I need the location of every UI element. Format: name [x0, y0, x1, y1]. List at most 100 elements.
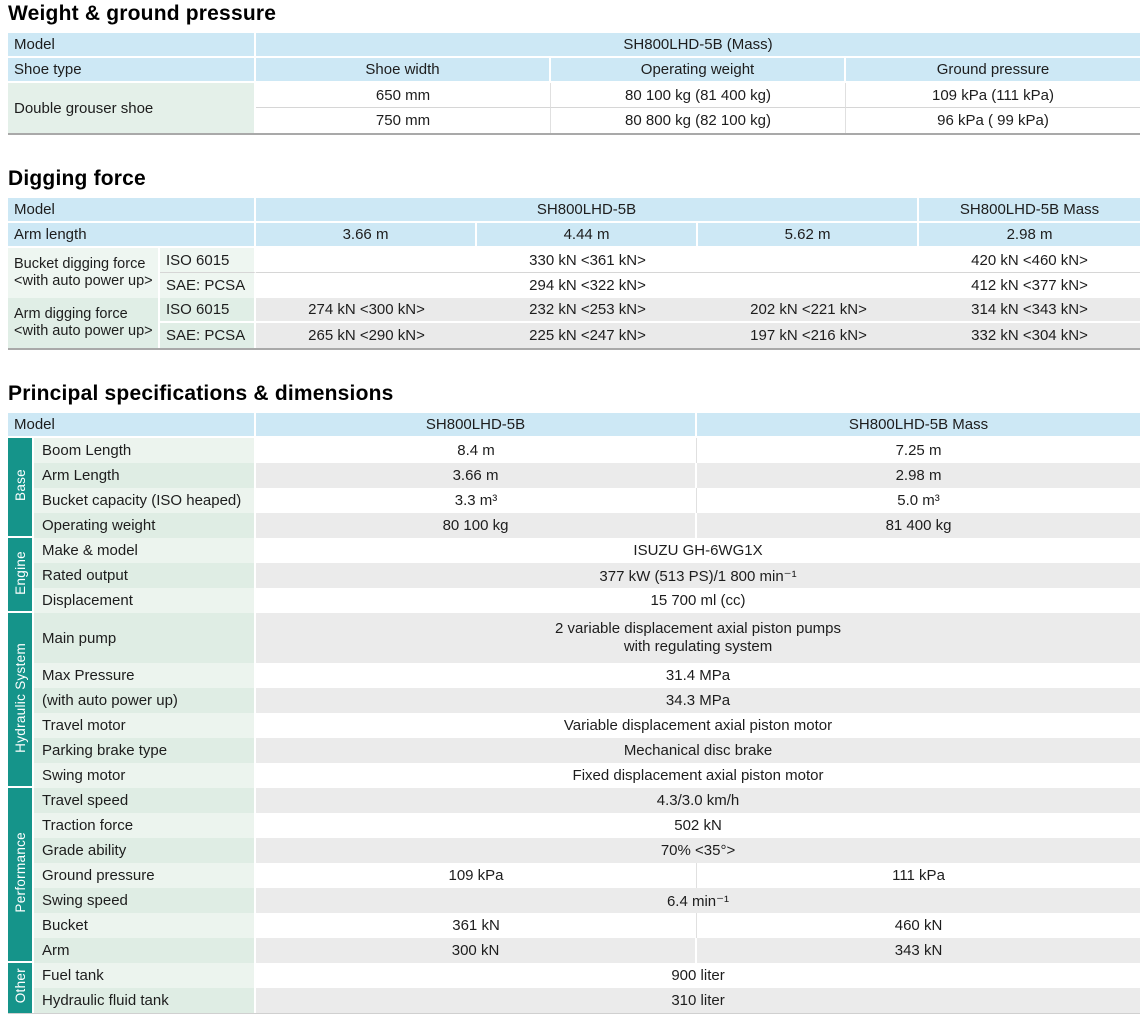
model-standard: SH800LHD-5B: [256, 198, 920, 223]
spec-row: Hydraulic fluid tank 310 liter: [8, 988, 1140, 1013]
bucket-sae-mass-value: 412 kN <377 kN>: [919, 273, 1140, 298]
spec-label: Rated output: [34, 563, 257, 588]
shoe-width-value: 750 mm: [256, 108, 551, 133]
digging-arm-length-row: Arm length 3.66 m 4.44 m 5.62 m 2.98 m: [8, 223, 1140, 248]
standard-sae-label: SAE: PCSA: [160, 323, 257, 348]
arm-sae-value: 225 kN <247 kN>: [477, 323, 699, 348]
model-mass: SH800LHD-5B Mass: [697, 413, 1140, 438]
spec-label: Traction force: [34, 813, 257, 838]
group-performance: Performance: [8, 788, 34, 963]
section-principal-specifications: Principal specifications & dimensions Mo…: [8, 382, 1140, 1014]
section-title-digging: Digging force: [8, 167, 146, 190]
arm-iso-value: 274 kN <300 kN>: [256, 298, 478, 323]
digging-force-table: Model SH800LHD-5B SH800LHD-5B Mass Arm l…: [8, 198, 1140, 348]
arm-length-label: Arm length: [8, 223, 257, 248]
spec-value: Fixed displacement axial piston motor: [256, 763, 1140, 788]
arm-force-iso-row: Arm digging force <with auto power up> I…: [8, 298, 1140, 348]
spec-label: Swing speed: [34, 888, 257, 913]
spec-row: (with auto power up) 34.3 MPa: [8, 688, 1140, 713]
arm-length-value: 5.62 m: [698, 223, 920, 248]
model-label: Model: [8, 33, 256, 58]
spec-value: Mechanical disc brake: [256, 738, 1140, 763]
arm-sae-value: 265 kN <290 kN>: [256, 323, 478, 348]
spec-std-value: 109 kPa: [256, 863, 698, 888]
spec-row: Grade ability 70% <35°>: [8, 838, 1140, 863]
ground-pressure-value: 96 kPa ( 99 kPa): [846, 108, 1140, 133]
section-title-spec: Principal specifications & dimensions: [8, 382, 394, 405]
spec-value: 4.3/3.0 km/h: [256, 788, 1140, 813]
spec-row: Bucket 361 kN 460 kN: [8, 913, 1140, 938]
spec-row: Displacement 15 700 ml (cc): [8, 588, 1140, 613]
spec-std-value: 3.66 m: [256, 463, 698, 488]
bucket-force-label: Bucket digging force <with auto power up…: [8, 248, 160, 298]
spec-row: Swing speed 6.4 min⁻¹: [8, 888, 1140, 913]
spec-label: Hydraulic fluid tank: [34, 988, 257, 1013]
spec-row: Swing motor Fixed displacement axial pis…: [8, 763, 1140, 788]
shoe-type-label: Shoe type: [8, 58, 256, 83]
spec-mass-value: 343 kN: [697, 938, 1140, 963]
spec-row: Hydraulic System Main pump 2 variable di…: [8, 613, 1140, 788]
spec-value: 502 kN: [256, 813, 1140, 838]
spec-row: Bucket capacity (ISO heaped) 3.3 m³ 5.0 …: [8, 488, 1140, 513]
spec-label: Parking brake type: [34, 738, 257, 763]
group-hydraulic-system: Hydraulic System: [8, 613, 34, 788]
spec-mass-value: 5.0 m³: [697, 488, 1140, 513]
model-label: Model: [8, 413, 257, 438]
bucket-force-sae-row: SAE: PCSA 294 kN <322 kN> 412 kN <377 kN…: [8, 273, 1140, 298]
arm-force-label-line2: <with auto power up>: [14, 323, 153, 339]
spec-row: Arm 300 kN 343 kN: [8, 938, 1140, 963]
bucket-force-iso-row: Bucket digging force <with auto power up…: [8, 248, 1140, 298]
shoe-width-value: 650 mm: [256, 83, 551, 108]
arm-length-value: 3.66 m: [256, 223, 478, 248]
spec-label: Boom Length: [34, 438, 257, 463]
spec-mass-value: 460 kN: [697, 913, 1140, 938]
arm-force-label-line1: Arm digging force: [14, 306, 128, 322]
spec-row: Travel motor Variable displacement axial…: [8, 713, 1140, 738]
spec-label: Travel speed: [34, 788, 257, 813]
spec-label: (with auto power up): [34, 688, 257, 713]
arm-length-value: 4.44 m: [477, 223, 699, 248]
arm-iso-value: 232 kN <253 kN>: [477, 298, 699, 323]
spec-label: Travel motor: [34, 713, 257, 738]
arm-iso-value: 202 kN <221 kN>: [698, 298, 920, 323]
spec-value: ISUZU GH-6WG1X: [256, 538, 1140, 563]
spec-mass-value: 111 kPa: [697, 863, 1140, 888]
standard-iso-label: ISO 6015: [160, 298, 257, 323]
weight-table: Model SH800LHD-5B (Mass) Shoe type Shoe …: [8, 33, 1140, 133]
spec-mass-value: 7.25 m: [697, 438, 1140, 463]
weight-data-row: Double grouser shoe 650 mm 80 100 kg (81…: [8, 83, 1140, 133]
operating-weight-value: 80 800 kg (82 100 kg): [551, 108, 846, 133]
digging-model-row: Model SH800LHD-5B SH800LHD-5B Mass: [8, 198, 1140, 223]
col-operating-weight: Operating weight: [551, 58, 846, 83]
spec-label: Ground pressure: [34, 863, 257, 888]
spec-table-container: Model SH800LHD-5B SH800LHD-5B Mass Base …: [8, 413, 1140, 1014]
col-ground-pressure: Ground pressure: [846, 58, 1140, 83]
spec-row: Arm Length 3.66 m 2.98 m: [8, 463, 1140, 488]
spec-std-value: 80 100 kg: [256, 513, 698, 538]
arm-length-value: 2.98 m: [919, 223, 1140, 248]
spec-value: 2 variable displacement axial piston pum…: [256, 613, 1140, 663]
weight-model-row: Model SH800LHD-5B (Mass): [8, 33, 1140, 58]
spec-row: Traction force 502 kN: [8, 813, 1140, 838]
spec-label: Fuel tank: [34, 963, 257, 988]
spec-row: Engine Make & model ISUZU GH-6WG1X: [8, 538, 1140, 613]
model-value: SH800LHD-5B (Mass): [256, 33, 1140, 58]
spec-label: Arm Length: [34, 463, 257, 488]
spec-row: Parking brake type Mechanical disc brake: [8, 738, 1140, 763]
spec-label: Make & model: [34, 538, 257, 563]
spec-model-row: Model SH800LHD-5B SH800LHD-5B Mass: [8, 413, 1140, 438]
spec-value: 310 liter: [256, 988, 1140, 1013]
spec-table: Model SH800LHD-5B SH800LHD-5B Mass Base …: [8, 413, 1140, 1013]
group-hydraulic-label: Hydraulic System: [12, 642, 28, 753]
shoe-group-label: Double grouser shoe: [8, 83, 256, 133]
spec-value: 377 kW (513 PS)/1 800 min⁻¹: [256, 563, 1140, 588]
group-engine-label: Engine: [12, 550, 28, 595]
group-other: Other: [8, 963, 34, 1013]
col-shoe-width: Shoe width: [256, 58, 551, 83]
spec-label: Grade ability: [34, 838, 257, 863]
spec-value: 70% <35°>: [256, 838, 1140, 863]
arm-sae-mass-value: 332 kN <304 kN>: [919, 323, 1140, 348]
spec-row: Operating weight 80 100 kg 81 400 kg: [8, 513, 1140, 538]
section-title-weight: Weight & ground pressure: [8, 2, 277, 25]
spec-label: Bucket: [34, 913, 257, 938]
